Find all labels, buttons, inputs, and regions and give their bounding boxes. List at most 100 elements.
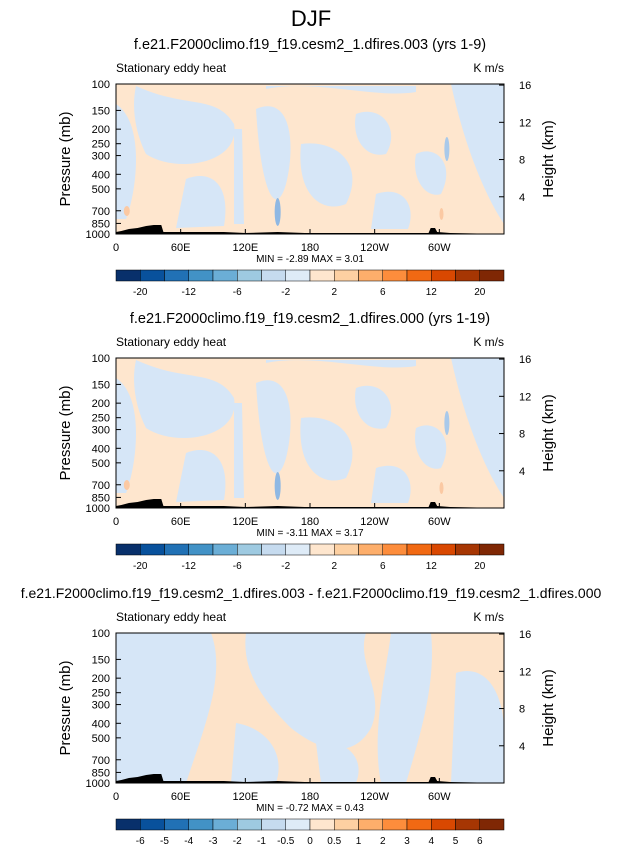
negative-region-2	[134, 86, 235, 164]
negative-region-8	[355, 385, 392, 429]
y-tick-label: 500	[92, 733, 110, 745]
subtitle-left: Stationary eddy heat	[116, 610, 227, 624]
colorbar-label: 0.5	[327, 836, 341, 847]
height-tick-label: 12	[519, 391, 531, 403]
colorbar-swatch	[334, 818, 359, 831]
topography	[116, 225, 504, 234]
height-tick-label: 8	[519, 155, 525, 167]
colorbar: -6 -5 -4 -3 -2 -1 -0.5 0 0.5 1 2 3 4 5 6	[115, 818, 505, 847]
min-max-stats: MIN = -2.89 MAX = 3.01	[256, 254, 364, 265]
colorbar: -20 -12 -6 -2 2 6 12 20	[115, 269, 505, 298]
negative-core	[444, 137, 450, 161]
y-tick-label: 250	[92, 688, 110, 700]
figure-title: DJF	[291, 6, 331, 31]
negative-region-10	[451, 84, 504, 224]
colorbar-label: -12	[182, 287, 197, 298]
panel-title: f.e21.F2000climo.f19_f19.cesm2_1.dfires.…	[130, 311, 490, 327]
negative-region-6	[316, 742, 359, 783]
colorbar-swatch	[164, 543, 189, 556]
negative-region-7	[371, 191, 411, 229]
x-tick-label: 120E	[232, 516, 258, 528]
x-tick-label: 60E	[171, 516, 191, 528]
colorbar-label: 12	[426, 561, 438, 572]
y-tick-label: 850	[92, 492, 110, 504]
colorbar-label: -5	[160, 836, 169, 847]
y-axis-right-title: Height (km)	[540, 669, 557, 747]
x-tick-label: 120W	[360, 791, 389, 803]
colorbar-swatch	[285, 818, 311, 831]
colorbar-label: 12	[426, 287, 438, 298]
colorbar-swatch	[334, 543, 359, 556]
colorbar-swatch	[261, 818, 286, 831]
y-tick-label: 400	[92, 169, 110, 181]
colorbar-swatch	[261, 269, 286, 282]
colorbar-swatch	[309, 818, 335, 831]
y-tick-label: 1000	[86, 229, 110, 241]
height-tick-label: 16	[519, 629, 531, 641]
colorbar-swatch	[261, 543, 286, 556]
y-tick-label: 250	[92, 413, 110, 425]
negative-region-1	[116, 104, 136, 219]
y-tick-label: 1000	[86, 778, 110, 790]
positive-core	[439, 482, 444, 494]
subtitle-right: K m/s	[473, 335, 504, 349]
y-tick-label: 150	[92, 105, 110, 117]
colorbar-label: 6	[380, 561, 386, 572]
colorbar-label: 5	[453, 836, 459, 847]
colorbar-swatch	[431, 269, 456, 282]
colorbar-swatch	[115, 818, 141, 831]
colorbar-label: 3	[404, 836, 410, 847]
negative-region-5	[451, 671, 504, 783]
y-axis-title: Pressure (mb)	[57, 385, 74, 480]
colorbar-label: -6	[233, 287, 242, 298]
colorbar-swatch	[188, 818, 214, 831]
panel-title: f.e21.F2000climo.f19_f19.cesm2_1.dfires.…	[134, 37, 486, 53]
negative-region-6	[300, 143, 353, 207]
x-tick-label: 0	[113, 242, 119, 254]
y-tick-label: 150	[92, 654, 110, 666]
x-tick-label: 60E	[171, 242, 191, 254]
colorbar-swatch	[285, 269, 311, 282]
contour-field	[116, 358, 504, 508]
colorbar-swatch	[455, 818, 480, 831]
colorbar-label: -4	[184, 836, 193, 847]
colorbar-swatch	[237, 543, 262, 556]
height-tick-label: 8	[519, 704, 525, 716]
negative-region-5	[256, 380, 291, 474]
y-tick-label: 700	[92, 755, 110, 767]
colorbar-swatch	[431, 818, 456, 831]
negative-region-2	[134, 360, 235, 438]
y-tick-label: 200	[92, 673, 110, 685]
negative-region-5	[256, 106, 291, 200]
colorbar-label: 6	[477, 836, 483, 847]
colorbar-label: -6	[233, 561, 242, 572]
colorbar-label: 20	[474, 287, 486, 298]
colorbar-swatch	[382, 818, 408, 831]
panel-1: f.e21.F2000climo.f19_f19.cesm2_1.dfires.…	[57, 37, 557, 298]
x-tick-label: 0	[113, 516, 119, 528]
positive-core	[439, 208, 444, 220]
colorbar-swatch	[334, 269, 359, 282]
colorbar-label: -12	[182, 561, 197, 572]
colorbar-swatch	[115, 269, 141, 282]
colorbar-swatch	[140, 543, 165, 556]
negative-region-7	[371, 465, 411, 503]
y-tick-label: 200	[92, 398, 110, 410]
y-axis-title: Pressure (mb)	[57, 660, 74, 755]
colorbar-label: 0	[307, 836, 313, 847]
height-tick-label: 16	[519, 354, 531, 366]
y-tick-label: 850	[92, 767, 110, 779]
colorbar-swatch	[188, 543, 214, 556]
negative-region-1	[116, 633, 217, 783]
x-tick-label: 180	[301, 242, 319, 254]
min-max-stats: MIN = -3.11 MAX = 3.17	[256, 528, 364, 539]
height-tick-label: 16	[519, 80, 531, 92]
y-tick-label: 500	[92, 184, 110, 196]
y-tick-label: 700	[92, 480, 110, 492]
colorbar-swatch	[358, 543, 383, 556]
colorbar-swatch	[382, 269, 408, 282]
colorbar-swatch	[479, 543, 505, 556]
x-tick-label: 0	[113, 791, 119, 803]
negative-core	[444, 411, 450, 435]
contour-field	[116, 633, 504, 783]
